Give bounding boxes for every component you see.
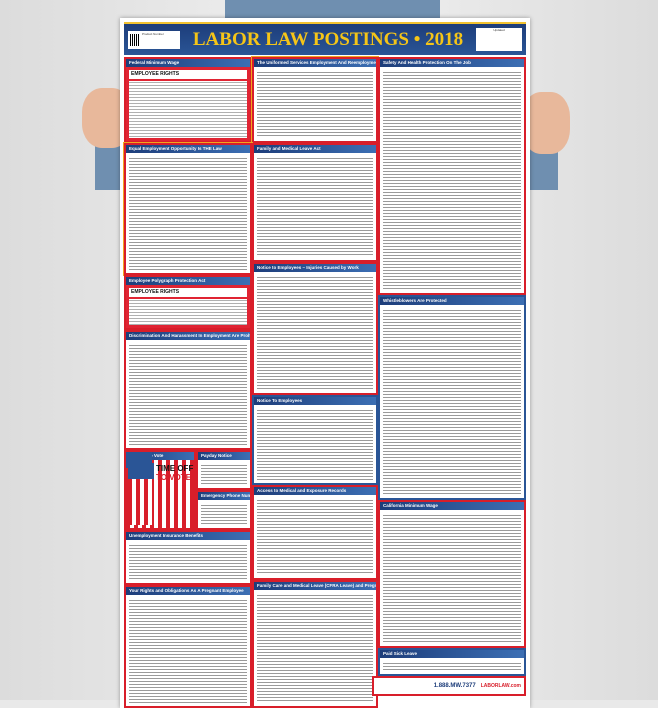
section-body-text: [383, 662, 521, 671]
section-body-text: [383, 71, 521, 290]
section-body-text: [129, 599, 247, 703]
vote-heading-line2: TO VOTE: [156, 473, 191, 482]
section-polygraph: Employee Polygraph Protection Act EMPLOYE…: [124, 275, 252, 330]
section-title: Discrimination And Harassment In Employm…: [126, 332, 250, 340]
section-title: California Minimum Wage: [380, 502, 524, 510]
section-userra: The Uniformed Services Employment And Re…: [251, 56, 379, 144]
section-body-text: [129, 157, 247, 270]
product-badge-text: Product Number: [142, 31, 164, 36]
section-title: Paid Sick Leave: [380, 650, 524, 658]
section-title: Family Care and Medical Leave (CFRA Leav…: [254, 582, 376, 590]
section-title: Whistleblowers Are Protected: [380, 297, 524, 305]
update-badge: Updated: [476, 28, 522, 51]
section-cfra: Family Care and Medical Leave (CFRA Leav…: [252, 580, 378, 708]
section-unemployment: Unemployment Insurance Benefits: [124, 530, 252, 585]
section-time-off-vote: Time Off to Vote TIME OFF TO VOTE: [124, 450, 196, 530]
section-title: Family and Medical Leave Act: [254, 145, 376, 153]
poster-title: LABOR LAW POSTINGS • 2018: [192, 28, 464, 50]
section-body-text: [129, 81, 247, 138]
section-pregnant-employee: Your Rights and Obligations As A Pregnan…: [124, 585, 252, 708]
section-body-text: [257, 409, 373, 480]
section-body-text: [383, 514, 521, 643]
person-shirt: [225, 0, 440, 22]
section-body-text: [257, 276, 373, 390]
poster-footer: 1.888.MW.7377 LABORLAW.com: [372, 676, 526, 696]
section-body-text: [257, 157, 373, 257]
section-body-text: [257, 594, 373, 703]
section-subtitle: EMPLOYEE RIGHTS: [129, 288, 247, 297]
section-payday: Payday Notice: [196, 450, 252, 490]
section-title: Federal Minimum Wage: [126, 59, 250, 67]
vote-heading-line1: TIME OFF: [156, 464, 194, 473]
section-notice-employees: Notice To Employees: [252, 395, 378, 485]
section-safety-health: Safety And Health Protection On The Job: [378, 57, 526, 295]
section-title: Notice to Employees – Injuries Caused by…: [254, 264, 376, 272]
section-body-text: [201, 504, 247, 525]
section-subtitle: EMPLOYEE RIGHTS: [129, 70, 247, 79]
section-fmla: Family and Medical Leave Act: [252, 143, 378, 262]
section-medical-records: Access to Medical and Exposure Records: [252, 485, 378, 580]
section-body-text: [129, 544, 247, 580]
section-title: Time Off to Vote: [126, 452, 194, 460]
poster-header: Product Number LABOR LAW POSTINGS • 2018…: [124, 22, 526, 55]
vote-heading: TIME OFF TO VOTE: [156, 464, 193, 482]
section-eeo: Equal Employment Opportunity Is THE Law: [123, 142, 253, 276]
section-body-text: [257, 499, 373, 575]
section-federal-minimum-wage: Federal Minimum Wage EMPLOYEE RIGHTS: [124, 57, 252, 143]
section-title: Payday Notice: [198, 452, 250, 460]
section-ca-minimum-wage: California Minimum Wage: [378, 500, 526, 648]
footer-phone: 1.888.MW.7377: [433, 683, 476, 689]
right-hand: [522, 92, 570, 154]
section-body-text: [129, 299, 247, 325]
section-title: Employee Polygraph Protection Act: [126, 277, 250, 285]
section-emergency: Emergency Phone Numbers: [196, 490, 252, 530]
section-title: Equal Employment Opportunity Is THE Law: [126, 145, 250, 153]
qr-code-icon: [130, 33, 140, 46]
section-title: Your Rights and Obligations As A Pregnan…: [126, 587, 250, 595]
section-discrimination: Discrimination And Harassment In Employm…: [124, 330, 252, 450]
section-body-text: [201, 464, 247, 485]
section-whistleblowers: Whistleblowers Are Protected: [378, 295, 526, 500]
section-body-text: [257, 71, 373, 138]
section-title: Access to Medical and Exposure Records: [254, 487, 376, 495]
ballot-box-flag-icon: [128, 463, 154, 525]
footer-logo: LABORLAW.com: [480, 683, 521, 689]
section-injuries-notice: Notice to Employees – Injuries Caused by…: [252, 262, 378, 395]
section-paid-sick-leave: Paid Sick Leave: [378, 648, 526, 676]
section-title: Emergency Phone Numbers: [198, 492, 250, 500]
section-title: Notice To Employees: [254, 397, 376, 405]
labor-law-poster: Product Number LABOR LAW POSTINGS • 2018…: [120, 18, 530, 708]
product-badge: Product Number: [128, 30, 180, 49]
section-body-text: [383, 309, 521, 495]
section-title: Unemployment Insurance Benefits: [126, 532, 250, 540]
section-body-text: [129, 344, 247, 445]
section-title: The Uniformed Services Employment And Re…: [254, 59, 376, 67]
section-title: Safety And Health Protection On The Job: [380, 59, 524, 67]
